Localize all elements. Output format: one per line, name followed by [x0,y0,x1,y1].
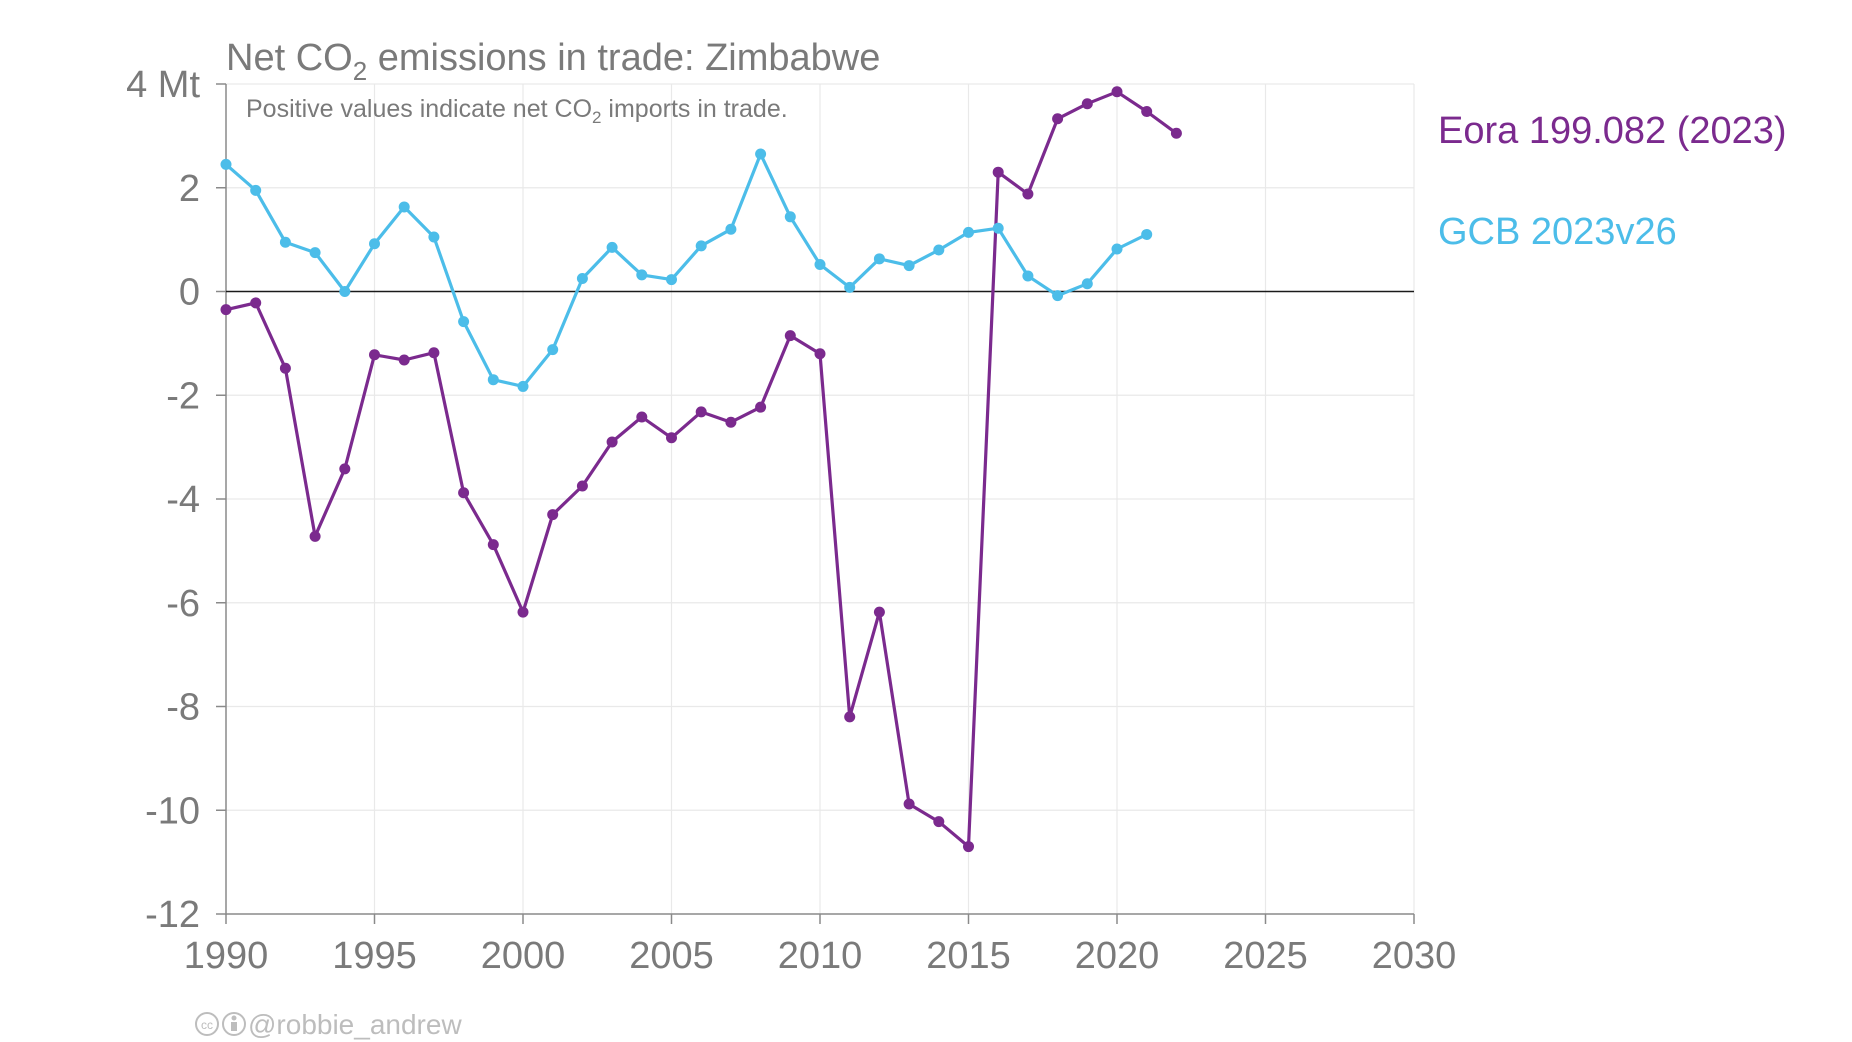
x-tick-label: 2030 [1372,935,1457,977]
data-point-eora [784,330,796,342]
data-point-gcb [279,236,291,248]
y-tick-label: -8 [166,687,200,729]
data-point-gcb [963,226,974,238]
x-tick-label: 2000 [481,935,566,977]
y-tick-label: -10 [145,790,200,832]
y-tick-label: -2 [166,375,200,417]
data-point-gcb [636,269,648,281]
chart-subtitle: Positive values indicate net CO2 imports… [246,95,788,127]
x-tick-label: 2015 [926,935,1011,977]
data-point-eora [428,347,440,359]
data-point-eora [487,539,499,551]
series-line-gcb [224,152,1148,388]
data-point-eora [755,401,767,413]
data-point-gcb [250,184,262,196]
data-point-eora [279,362,291,374]
data-point-gcb [992,222,1004,234]
grid-layer [226,83,1415,914]
data-point-gcb [517,380,529,392]
data-point-gcb [606,241,618,253]
x-tick-label: 1995 [332,935,417,977]
data-point-gcb [844,281,856,293]
data-point-eora [1052,113,1064,125]
data-point-gcb [1141,228,1153,240]
data-point-eora [576,480,588,492]
data-point-gcb [309,247,321,259]
data-point-eora [458,487,470,499]
data-point-gcb [725,223,737,235]
data-point-eora [725,416,737,428]
data-point-gcb [576,273,588,285]
data-point-gcb [339,286,351,297]
data-point-eora [339,463,351,475]
series-label-eora: Eora 199.082 (2023) [1438,110,1787,152]
x-tick-label: 2025 [1223,935,1308,977]
data-point-eora [547,509,559,521]
data-point-eora [1081,98,1093,110]
data-point-gcb [487,374,499,386]
data-point-gcb [755,148,767,160]
data-point-gcb [547,344,559,356]
data-point-eora [992,166,1004,178]
data-point-gcb [873,253,885,265]
x-tick-label: 2010 [778,935,863,977]
data-point-gcb [458,316,470,328]
data-point-eora [695,406,707,418]
y-tick-label: 4 Mt [126,64,200,106]
y-tick-label: -6 [166,583,200,625]
data-point-gcb [903,260,915,272]
data-point-eora [903,798,915,810]
series-line-eora [225,90,1178,849]
series-layer [220,86,1182,853]
data-point-eora [220,304,232,316]
data-point-eora [666,432,677,444]
data-point-gcb [398,201,410,213]
data-point-eora [844,711,856,723]
data-point-gcb [220,158,232,170]
data-point-eora [250,297,262,309]
data-point-eora [1022,188,1034,200]
y-tick-label: 0 [179,272,200,314]
x-tick-label: 2005 [629,935,714,977]
data-point-eora [1111,86,1123,98]
data-point-gcb [666,274,677,286]
data-point-eora [814,348,826,360]
data-point-eora [606,436,618,448]
data-point-gcb [369,238,380,250]
data-point-eora [636,411,648,423]
data-point-eora [309,530,321,542]
attribution-icon [222,1012,246,1036]
data-point-eora [398,354,410,366]
x-tick-label: 1990 [184,935,269,977]
y-tick-label: -4 [166,479,200,521]
data-point-gcb [933,244,945,256]
data-point-eora [369,349,380,361]
x-tick-label: 2020 [1075,935,1160,977]
data-point-eora [517,606,529,618]
chart-title: Net CO2 emissions in trade: Zimbabwe [226,37,880,86]
data-point-gcb [1022,270,1034,282]
data-point-eora [873,606,885,618]
credit-handle: @robbie_andrew [248,1009,462,1040]
data-point-gcb [1081,278,1093,290]
credit: cc @robbie_andrew [195,1009,462,1040]
svg-text:cc: cc [201,1018,213,1032]
data-point-gcb [428,231,440,243]
series-label-gcb: GCB 2023v26 [1438,211,1677,253]
data-point-eora [1141,105,1153,117]
creative-commons-icon: cc [195,1012,219,1036]
data-point-gcb [1052,290,1064,302]
data-point-eora [933,816,945,828]
data-point-gcb [814,259,826,271]
data-point-gcb [1111,243,1123,255]
y-tick-label: 2 [179,168,200,210]
data-point-gcb [695,240,707,252]
data-point-gcb [784,211,796,223]
data-point-eora [963,841,974,853]
data-point-eora [1170,127,1182,139]
y-tick-label: -12 [145,894,200,936]
